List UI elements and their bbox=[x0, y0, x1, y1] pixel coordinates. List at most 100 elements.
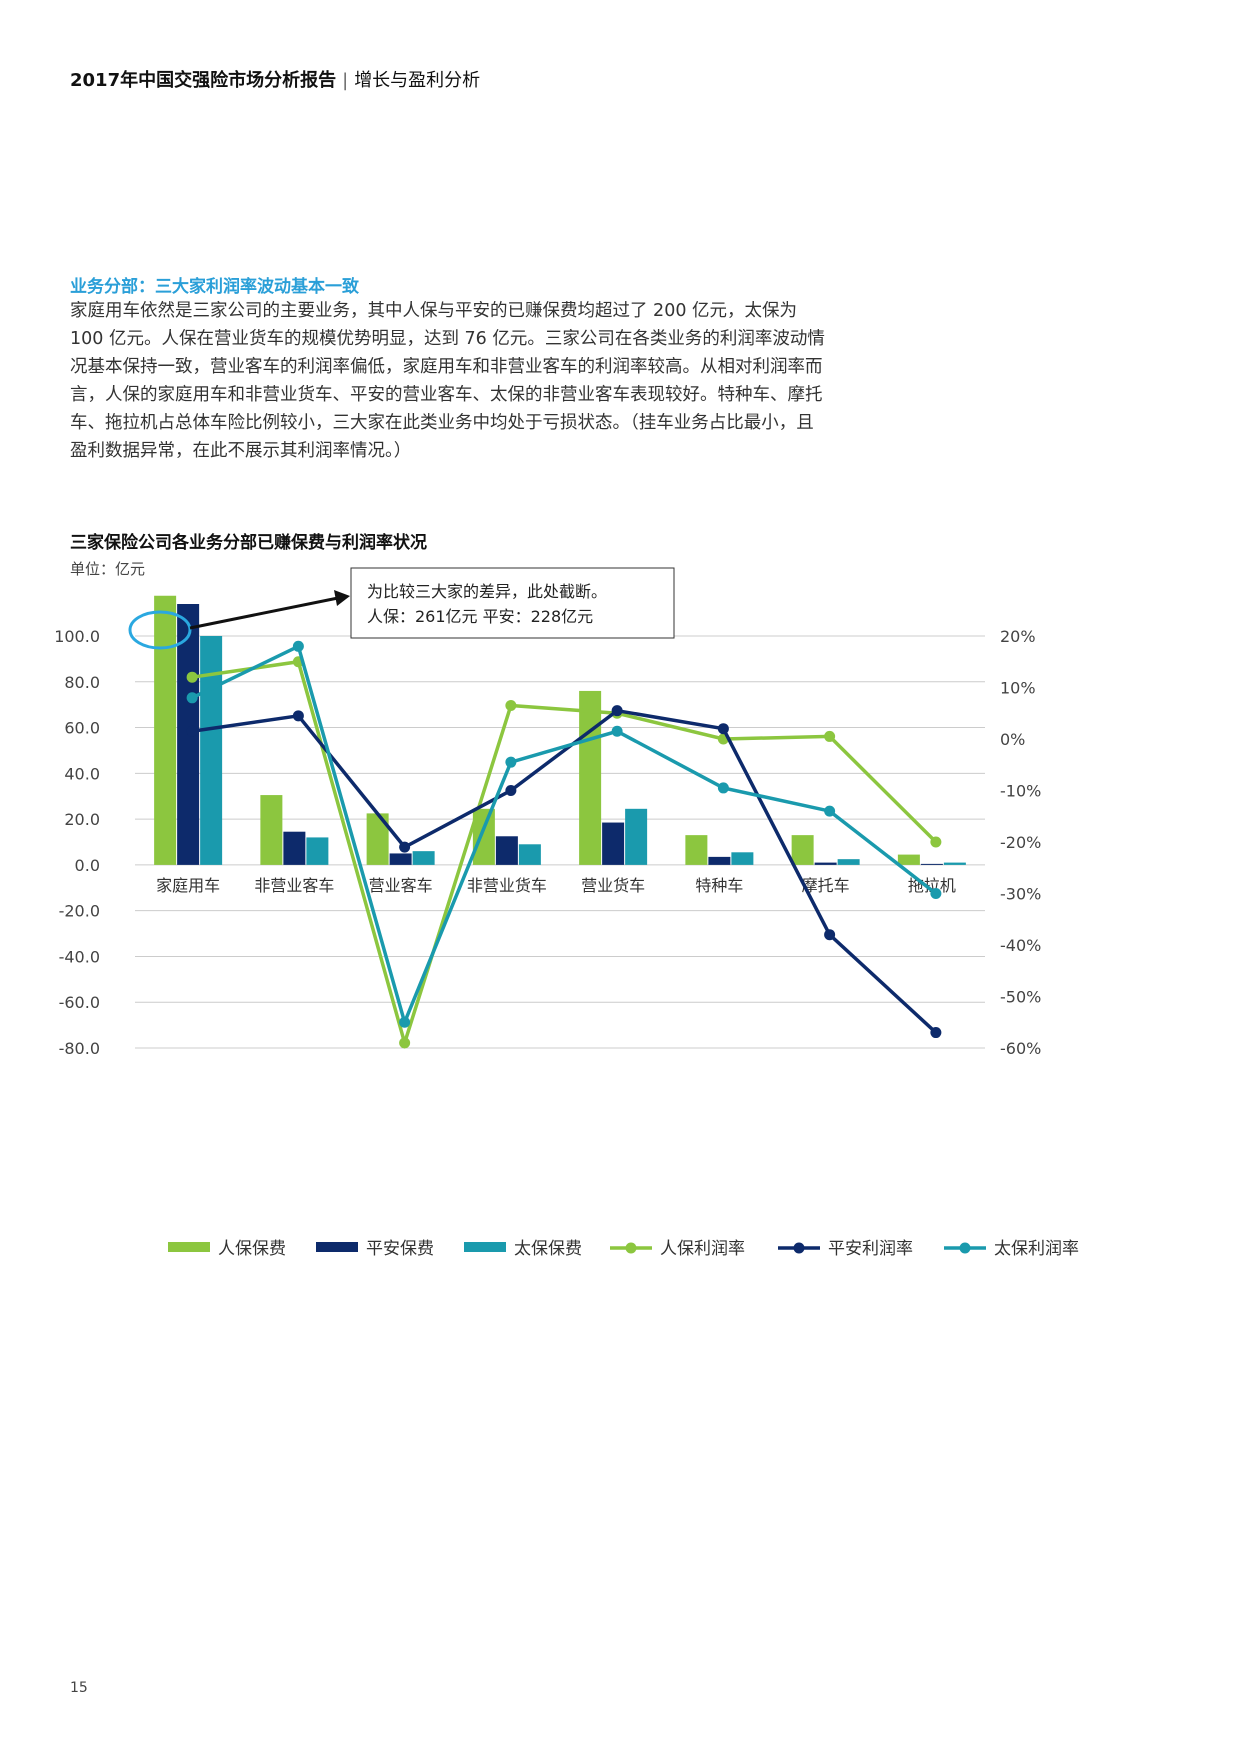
legend-swatch-人保保费 bbox=[168, 1242, 210, 1252]
annotation-line-2: 人保：261亿元 平安：228亿元 bbox=[367, 607, 593, 626]
point-人保利润率 bbox=[930, 836, 942, 848]
point-太保利润率 bbox=[824, 805, 836, 817]
bar-人保保费 bbox=[260, 795, 283, 865]
header-separator: | bbox=[342, 70, 349, 91]
legend-label: 平安保费 bbox=[366, 1239, 434, 1259]
point-平安利润率 bbox=[186, 725, 198, 737]
right-axis-tick-label: -20% bbox=[1000, 833, 1041, 852]
bar-人保保费 bbox=[791, 835, 814, 865]
bar-太保保费 bbox=[518, 844, 541, 865]
bar-太保保费 bbox=[625, 808, 648, 865]
bar-太保保费 bbox=[731, 852, 754, 865]
line-人保利润率 bbox=[191, 659, 938, 1049]
category-label: 非营业货车 bbox=[467, 876, 547, 895]
left-axis-tick-label: 20.0 bbox=[64, 810, 100, 829]
bar-人保保费 bbox=[472, 808, 495, 865]
category-label: 家庭用车 bbox=[156, 876, 220, 895]
point-平安利润率 bbox=[930, 1027, 942, 1039]
annotation-box bbox=[350, 567, 675, 639]
left-axis-tick-label: 100.0 bbox=[54, 627, 100, 646]
chart-title: 三家保险公司各业务分部已赚保费与利润率状况 bbox=[70, 533, 427, 553]
point-平安利润率 bbox=[399, 841, 411, 853]
point-平安利润率 bbox=[292, 710, 304, 722]
category-label: 非营业客车 bbox=[254, 876, 334, 895]
annotation-arrowhead bbox=[334, 590, 350, 606]
bar-人保保费 bbox=[685, 835, 708, 865]
report-header: 2017年中国交强险市场分析报告 | 增长与盈利分析 bbox=[70, 66, 480, 92]
left-axis-tick-label: -20.0 bbox=[59, 902, 100, 921]
bar-人保保费 bbox=[154, 595, 177, 865]
point-人保利润率 bbox=[824, 730, 836, 742]
category-label: 营业货车 bbox=[581, 876, 645, 895]
left-axis-tick-label: -80.0 bbox=[59, 1039, 100, 1058]
point-太保利润率 bbox=[399, 1016, 411, 1028]
line-太保利润率 bbox=[191, 643, 937, 1028]
legend-label: 太保利润率 bbox=[994, 1239, 1079, 1259]
right-axis-tick-label: 0% bbox=[1000, 730, 1025, 749]
legend-marker-平安利润率 bbox=[793, 1242, 805, 1254]
right-axis-tick-label: -50% bbox=[1000, 988, 1041, 1007]
right-axis-tick-label: -40% bbox=[1000, 936, 1041, 955]
bar-平安保费 bbox=[814, 862, 837, 865]
point-太保利润率 bbox=[930, 888, 942, 899]
bar-太保保费 bbox=[943, 862, 966, 865]
left-axis-tick-label: 80.0 bbox=[64, 673, 100, 692]
right-axis-tick-label: -30% bbox=[1000, 885, 1041, 904]
category-label: 营业客车 bbox=[369, 876, 433, 895]
line-平安利润率 bbox=[191, 708, 938, 1034]
left-axis-tick-label: 40.0 bbox=[64, 764, 100, 783]
legend-swatch-太保保费 bbox=[464, 1242, 506, 1252]
legend-label: 人保利润率 bbox=[660, 1239, 745, 1259]
point-太保利润率 bbox=[611, 725, 623, 737]
left-axis-tick-label: 0.0 bbox=[75, 856, 100, 875]
point-太保利润率 bbox=[186, 692, 198, 704]
annotation-arrow-line bbox=[189, 596, 339, 630]
bar-太保保费 bbox=[412, 851, 435, 865]
legend-marker-人保利润率 bbox=[625, 1242, 637, 1254]
right-axis-tick-label: -60% bbox=[1000, 1039, 1041, 1058]
left-axis-tick-label: 60.0 bbox=[64, 719, 100, 738]
right-axis-tick-label: 10% bbox=[1000, 679, 1036, 698]
section-heading: 业务分部：三大家利润率波动基本一致 bbox=[70, 277, 359, 297]
point-平安利润率 bbox=[505, 785, 517, 796]
bar-平安保费 bbox=[602, 822, 625, 865]
point-人保利润率 bbox=[505, 700, 517, 712]
truncation-ellipse bbox=[128, 610, 192, 650]
legend-label: 人保保费 bbox=[218, 1239, 286, 1259]
body-paragraph: 家庭用车依然是三家公司的主要业务，其中人保与平安的已赚保费均超过了 200 亿元… bbox=[70, 301, 825, 461]
point-平安利润率 bbox=[611, 705, 623, 717]
report-title: 2017年中国交强险市场分析报告 bbox=[70, 70, 337, 91]
right-axis-tick-label: -10% bbox=[1000, 782, 1041, 801]
bar-太保保费 bbox=[306, 837, 329, 865]
point-平安利润率 bbox=[824, 929, 836, 941]
legend-label: 太保保费 bbox=[514, 1239, 582, 1259]
right-axis-tick-label: 20% bbox=[1000, 627, 1036, 646]
left-axis-tick-label: -60.0 bbox=[59, 993, 100, 1012]
left-axis-tick-label: -40.0 bbox=[59, 947, 100, 966]
bar-平安保费 bbox=[708, 856, 731, 865]
legend-marker-太保利润率 bbox=[959, 1242, 971, 1254]
bar-人保保费 bbox=[579, 690, 602, 865]
category-label: 摩托车 bbox=[802, 876, 850, 895]
legend-label: 平安利润率 bbox=[828, 1239, 913, 1259]
bar-太保保费 bbox=[837, 859, 860, 865]
legend-swatch-平安保费 bbox=[316, 1242, 358, 1252]
bar-平安保费 bbox=[283, 831, 306, 865]
bar-太保保费 bbox=[200, 636, 223, 865]
bar-人保保费 bbox=[366, 813, 389, 865]
point-人保利润率 bbox=[186, 671, 198, 683]
bar-平安保费 bbox=[389, 853, 412, 865]
page-number: 15 bbox=[70, 1680, 88, 1696]
point-太保利润率 bbox=[717, 782, 729, 794]
point-人保利润率 bbox=[399, 1037, 411, 1049]
point-太保利润率 bbox=[505, 756, 517, 768]
category-label: 特种车 bbox=[695, 876, 743, 895]
section-name: 增长与盈利分析 bbox=[354, 70, 481, 91]
annotation-line-1: 为比较三大家的差异，此处截断。 bbox=[367, 582, 607, 601]
bar-平安保费 bbox=[920, 863, 943, 865]
bar-人保保费 bbox=[897, 854, 920, 865]
point-平安利润率 bbox=[717, 723, 729, 735]
bar-平安保费 bbox=[495, 836, 518, 865]
unit-label: 单位：亿元 bbox=[70, 560, 146, 578]
